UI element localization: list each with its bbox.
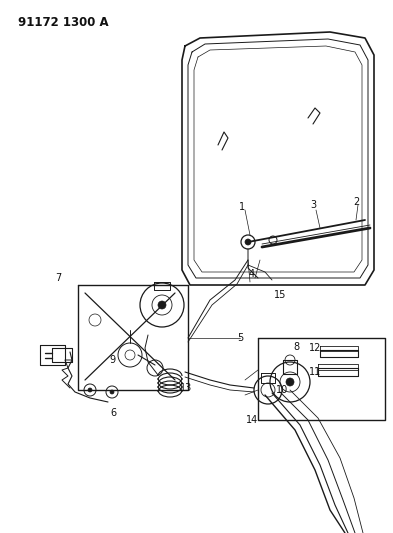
Text: 9: 9 [109,355,115,365]
Text: 13: 13 [180,383,192,393]
Text: 2: 2 [353,197,359,207]
Circle shape [110,390,114,394]
Text: 11: 11 [309,367,321,377]
Text: 7: 7 [55,273,61,283]
Circle shape [158,301,166,309]
Text: 5: 5 [237,333,243,343]
Text: 6: 6 [110,408,116,418]
Circle shape [286,378,294,386]
Text: 8: 8 [293,342,299,352]
Circle shape [245,239,251,245]
Text: 3: 3 [310,200,316,210]
Text: 10: 10 [276,385,288,395]
Text: 1: 1 [239,202,245,212]
Text: 4: 4 [249,269,255,279]
Text: 15: 15 [274,290,286,300]
Text: 12: 12 [309,343,321,353]
Circle shape [88,388,92,392]
Text: 14: 14 [246,415,258,425]
Text: 91172 1300 A: 91172 1300 A [18,16,108,29]
